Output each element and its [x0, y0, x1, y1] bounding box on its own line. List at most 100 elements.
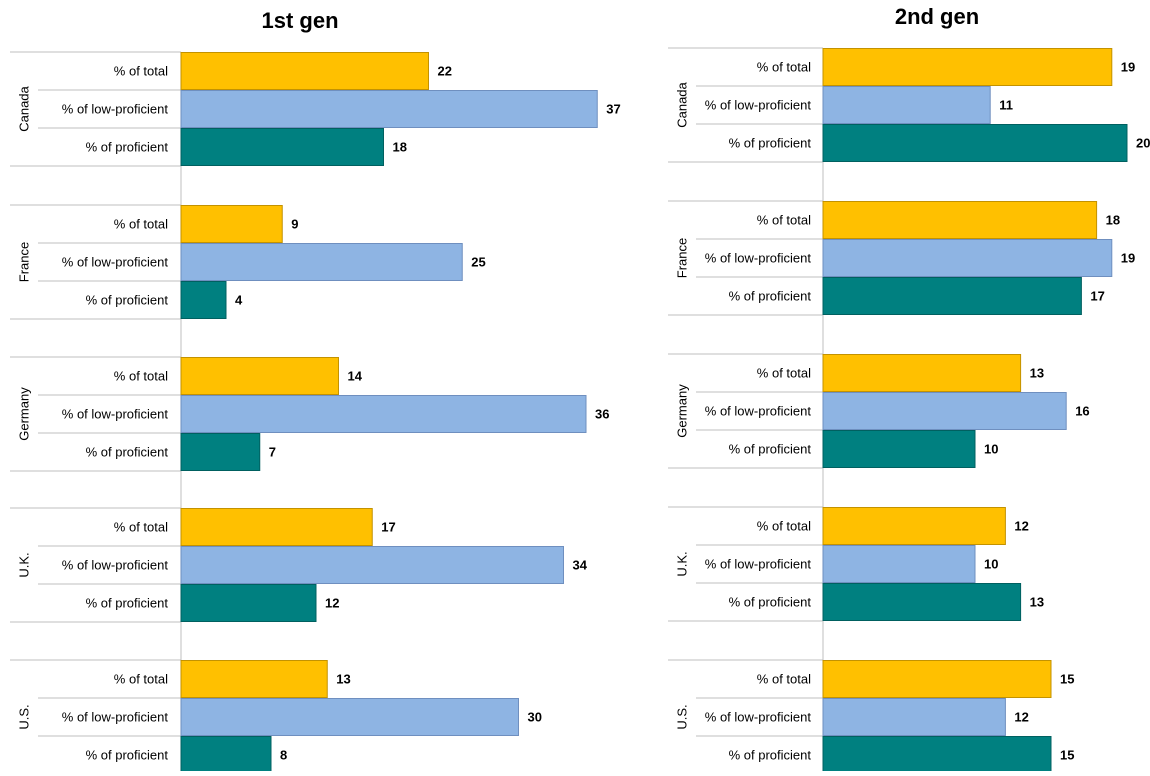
first-gen-u-s-of-low-proficient-value: 30 [528, 710, 542, 725]
second-gen-u-k-of-low-proficient-label: % of low-proficient [705, 557, 812, 572]
second-gen-germany-of-proficient-label: % of proficient [729, 442, 812, 457]
second-gen-france-of-total-label: % of total [757, 213, 811, 228]
first-gen-canada-of-proficient-label: % of proficient [86, 140, 169, 155]
second-gen-canada-of-low-proficient-bar [822, 86, 991, 124]
first-gen-canada-of-total-value: 22 [438, 64, 452, 79]
first-gen-germany-of-total-bar [180, 357, 339, 395]
second-gen-france-of-proficient-label: % of proficient [729, 289, 812, 304]
first-gen-u-k-of-total-value: 17 [381, 520, 395, 535]
first-gen-germany-of-low-proficient-value: 36 [595, 407, 609, 422]
first-gen-germany-of-proficient-label: % of proficient [86, 445, 169, 460]
second-gen-u-s-of-proficient-label: % of proficient [729, 748, 812, 763]
second-gen-germany-of-total-label: % of total [757, 366, 811, 381]
first-gen-canada-of-proficient-value: 18 [393, 140, 407, 155]
first-gen-u-k-of-total-label: % of total [114, 520, 168, 535]
first-gen-germany-of-low-proficient-label: % of low-proficient [62, 407, 169, 422]
first-gen-france-of-total-label: % of total [114, 217, 168, 232]
first-gen-u-s-of-proficient-value: 8 [280, 748, 287, 763]
first-gen-germany-of-total-value: 14 [348, 369, 363, 384]
first-gen-canada-of-low-proficient-bar [180, 90, 598, 128]
second-gen-germany-of-proficient-bar [822, 430, 976, 468]
first-gen-germany-of-proficient-value: 7 [269, 445, 276, 460]
second-gen-u-s-of-proficient-value: 15 [1060, 748, 1074, 763]
second-gen-france-of-proficient-value: 17 [1090, 289, 1104, 304]
first-gen-group-label-france: France [17, 242, 32, 282]
first-gen-france-of-low-proficient-bar [180, 243, 463, 281]
second-gen-canada-of-proficient-label: % of proficient [729, 136, 812, 151]
second-gen-group-label-u-s: U.S. [675, 704, 690, 729]
first-gen-canada-of-total-label: % of total [114, 64, 168, 79]
second-gen-canada-of-total-label: % of total [757, 60, 811, 75]
second-gen-u-s-of-low-proficient-label: % of low-proficient [705, 710, 812, 725]
first-gen-u-k-of-low-proficient-label: % of low-proficient [62, 558, 169, 573]
first-gen-u-s-of-low-proficient-label: % of low-proficient [62, 710, 169, 725]
first-gen-germany-of-low-proficient-bar [180, 395, 587, 433]
second-gen-u-s-of-proficient-bar [822, 736, 1052, 774]
first-gen-u-s-of-low-proficient-bar [180, 698, 519, 736]
second-gen-germany-of-low-proficient-bar [822, 392, 1067, 430]
second-gen-canada-of-total-value: 19 [1121, 60, 1135, 75]
first-gen-france-of-proficient-label: % of proficient [86, 293, 169, 308]
second-gen-u-k-of-proficient-value: 13 [1030, 595, 1044, 610]
second-gen-u-k-of-total-value: 12 [1014, 519, 1028, 534]
first-gen-u-k-of-proficient-label: % of proficient [86, 596, 169, 611]
second-gen-group-label-canada: Canada [675, 81, 690, 127]
first-gen-group-label-u-s: U.S. [17, 704, 32, 729]
first-gen-u-s-of-total-value: 13 [336, 672, 350, 687]
second-gen-u-s-of-low-proficient-value: 12 [1014, 710, 1028, 725]
first-gen-u-s-of-proficient-label: % of proficient [86, 748, 169, 763]
first-gen-canada-of-proficient-bar [180, 128, 384, 166]
first-gen-france-of-low-proficient-value: 25 [471, 255, 485, 270]
second-gen-canada-of-proficient-bar [822, 124, 1128, 162]
second-gen-u-k-of-low-proficient-value: 10 [984, 557, 998, 572]
first-gen-u-s-of-proficient-bar [180, 736, 272, 774]
second-gen-canada-of-low-proficient-label: % of low-proficient [705, 98, 812, 113]
first-gen-u-s-of-total-bar [180, 660, 328, 698]
first-gen-france-of-total-bar [180, 205, 283, 243]
first-gen-u-k-of-low-proficient-value: 34 [573, 558, 588, 573]
first-gen-u-s-of-total-label: % of total [114, 672, 168, 687]
second-gen-u-s-of-total-bar [822, 660, 1052, 698]
second-gen-france-of-proficient-bar [822, 277, 1082, 315]
second-gen-group-label-france: France [675, 238, 690, 278]
second-gen-group-label-germany: Germany [675, 384, 690, 438]
first-gen-u-k-of-total-bar [180, 508, 373, 546]
first-gen-u-k-of-low-proficient-bar [180, 546, 564, 584]
second-gen-germany-of-low-proficient-value: 16 [1075, 404, 1089, 419]
second-gen-germany-of-total-value: 13 [1030, 366, 1044, 381]
second-gen-u-k-of-proficient-label: % of proficient [729, 595, 812, 610]
first-gen-u-k-of-proficient-bar [180, 584, 317, 622]
first-gen-germany-of-total-label: % of total [114, 369, 168, 384]
first-gen-france-of-proficient-value: 4 [235, 293, 243, 308]
second-gen-canada-of-proficient-value: 20 [1136, 136, 1150, 151]
first-gen-u-k-of-proficient-value: 12 [325, 596, 339, 611]
first-gen-canada-of-low-proficient-value: 37 [606, 102, 620, 117]
first-gen-title: 1st gen [261, 8, 338, 33]
second-gen-france-of-low-proficient-value: 19 [1121, 251, 1135, 266]
first-gen-canada-of-total-bar [180, 52, 429, 90]
second-gen-germany-of-total-bar [822, 354, 1022, 392]
second-gen-u-s-of-low-proficient-bar [822, 698, 1006, 736]
second-gen-u-k-of-proficient-bar [822, 583, 1022, 621]
second-gen-u-k-of-low-proficient-bar [822, 545, 976, 583]
second-gen-canada-of-total-bar [822, 48, 1113, 86]
first-gen-germany-of-proficient-bar [180, 433, 261, 471]
first-gen-france-of-proficient-bar [180, 281, 227, 319]
second-gen-u-s-of-total-value: 15 [1060, 672, 1074, 687]
second-gen-france-of-low-proficient-bar [822, 239, 1113, 277]
second-gen-canada-of-low-proficient-value: 11 [999, 98, 1013, 113]
first-gen-group-label-canada: Canada [17, 85, 32, 131]
first-gen-france-of-total-value: 9 [291, 217, 298, 232]
second-gen-france-of-low-proficient-label: % of low-proficient [705, 251, 812, 266]
second-gen-title: 2nd gen [895, 4, 979, 29]
first-gen-france-of-low-proficient-label: % of low-proficient [62, 255, 169, 270]
second-gen-u-k-of-total-label: % of total [757, 519, 811, 534]
second-gen-u-s-of-total-label: % of total [757, 672, 811, 687]
second-gen-france-of-total-bar [822, 201, 1098, 239]
second-gen-group-label-u-k: U.K. [675, 551, 690, 576]
first-gen-canada-of-low-proficient-label: % of low-proficient [62, 102, 169, 117]
second-gen-germany-of-proficient-value: 10 [984, 442, 998, 457]
first-gen-group-label-u-k: U.K. [17, 552, 32, 577]
